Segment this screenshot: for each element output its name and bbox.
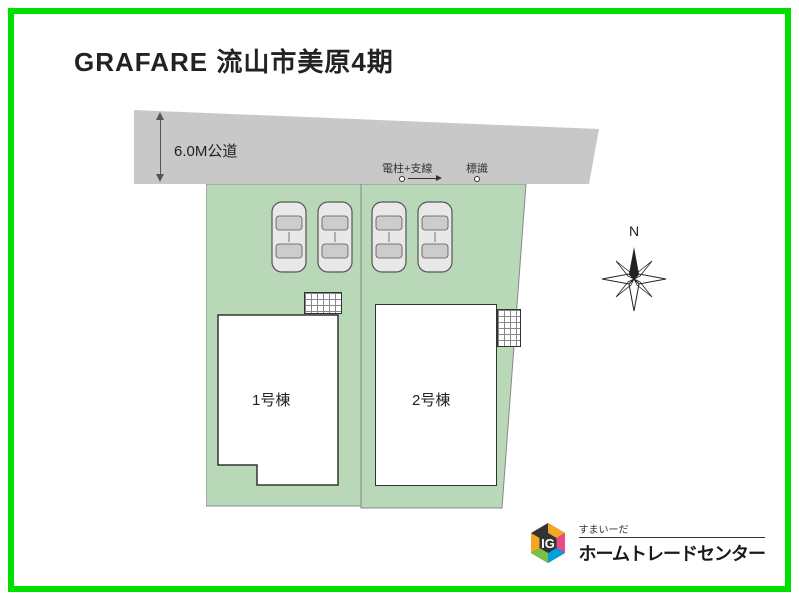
pole-dot bbox=[399, 176, 405, 182]
sign-dot bbox=[474, 176, 480, 182]
logo-sub: すまいーだ bbox=[579, 521, 765, 538]
grid-2 bbox=[497, 309, 521, 347]
dim-line-vert bbox=[160, 114, 161, 180]
dim-arrow-up bbox=[156, 112, 164, 120]
house-2-label: 2号棟 bbox=[412, 389, 450, 410]
road-label: 6.0M公道 bbox=[174, 140, 237, 161]
grid-1 bbox=[304, 292, 342, 314]
pole-label: 電柱+支線 bbox=[382, 160, 432, 176]
logo: IG すまいーだ ホームトレードセンター bbox=[525, 520, 765, 566]
car-1 bbox=[268, 198, 310, 276]
car-4 bbox=[414, 198, 456, 276]
dim-arrow-down bbox=[156, 174, 164, 182]
logo-text: すまいーだ ホームトレードセンター bbox=[579, 521, 765, 566]
compass-rose: N bbox=[589, 224, 679, 324]
svg-text:IG: IG bbox=[541, 536, 555, 551]
frame: GRAFARE 流山市美原4期 6.0M公道 電柱+支線 標識 bbox=[8, 8, 791, 592]
logo-icon: IG bbox=[525, 520, 571, 566]
logo-main: ホームトレードセンター bbox=[579, 540, 765, 566]
page-title: GRAFARE 流山市美原4期 bbox=[74, 42, 394, 79]
car-2 bbox=[314, 198, 356, 276]
pole-arrowhead bbox=[436, 175, 442, 181]
sign-label: 標識 bbox=[466, 160, 488, 176]
car-3 bbox=[368, 198, 410, 276]
pole-arrow bbox=[408, 178, 438, 179]
house-1-label: 1号棟 bbox=[252, 389, 290, 410]
compass-n-label: N bbox=[629, 224, 639, 239]
